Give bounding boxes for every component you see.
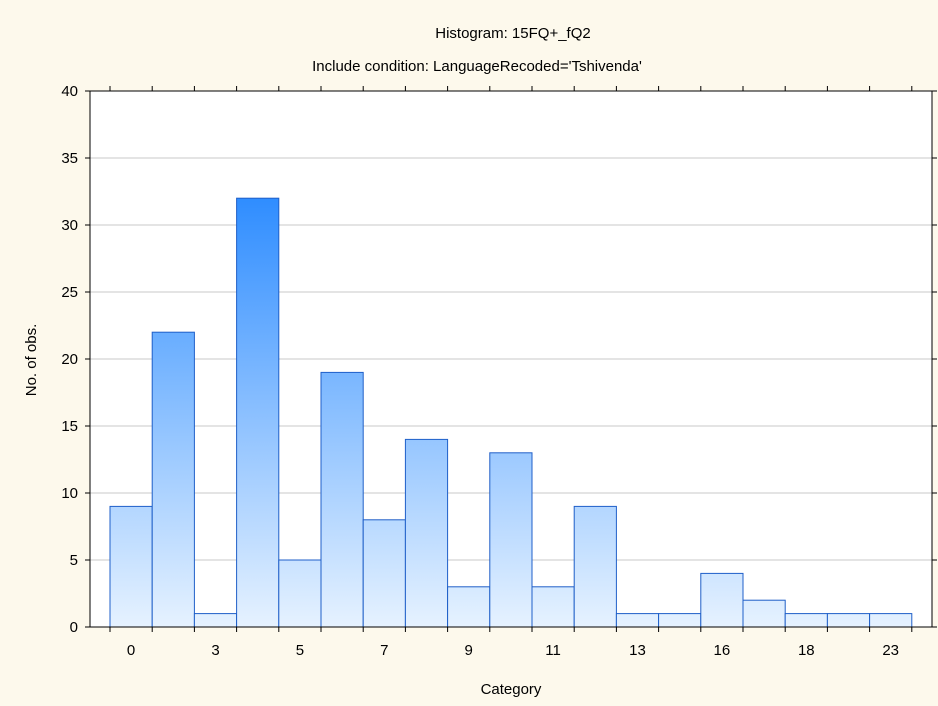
y-tick-label: 20 <box>61 351 78 368</box>
x-tick-label: 23 <box>882 642 899 659</box>
bar-11 <box>531 586 575 628</box>
y-axis-label: No. of obs. <box>23 324 40 397</box>
bar-12 <box>573 505 617 628</box>
bar-16 <box>700 572 744 628</box>
x-tick-label: 13 <box>629 642 646 659</box>
bars-layer <box>109 197 913 628</box>
x-tick-label: 5 <box>296 642 304 659</box>
bar-10 <box>489 452 533 628</box>
y-tick-label: 0 <box>70 619 78 636</box>
y-tick-label: 40 <box>61 83 78 100</box>
x-axis: 0 3 5 7 9 11 13 16 18 23 <box>109 86 913 659</box>
x-tick-label: 0 <box>127 642 135 659</box>
bar-0 <box>109 505 153 628</box>
chart-title: Histogram: 15FQ+_fQ2 <box>435 25 590 42</box>
y-tick-label: 10 <box>61 485 78 502</box>
bar-18 <box>784 613 828 628</box>
bar-9 <box>447 586 491 628</box>
bar-13 <box>615 613 660 628</box>
y-tick-label: 35 <box>61 150 78 167</box>
bar-8 <box>404 438 449 628</box>
chart-subtitle: Include condition: LanguageRecoded='Tshi… <box>312 58 642 75</box>
bar-3 <box>193 613 238 628</box>
x-tick-label: 11 <box>545 642 561 659</box>
x-tick-label: 18 <box>798 642 815 659</box>
y-tick-label: 25 <box>61 284 78 301</box>
x-tick-label: 16 <box>714 642 731 659</box>
bar-4 <box>236 197 280 628</box>
bar-15 <box>658 613 702 628</box>
x-tick-label: 3 <box>211 642 219 659</box>
bar-5 <box>278 559 322 628</box>
y-tick-label: 5 <box>70 552 78 569</box>
bar-17 <box>742 599 786 628</box>
y-axis: 0 5 10 15 20 25 30 35 40 <box>61 83 937 636</box>
x-axis-label: Category <box>481 681 542 698</box>
y-tick-label: 30 <box>61 217 78 234</box>
x-tick-label: 9 <box>465 642 473 659</box>
bar-7 <box>362 519 406 628</box>
x-tick-label: 7 <box>380 642 388 659</box>
bar-2 <box>151 331 195 628</box>
bar-23 <box>869 613 913 628</box>
y-tick-label: 15 <box>61 418 78 435</box>
bar-19 <box>826 613 871 628</box>
bar-6 <box>320 371 364 628</box>
